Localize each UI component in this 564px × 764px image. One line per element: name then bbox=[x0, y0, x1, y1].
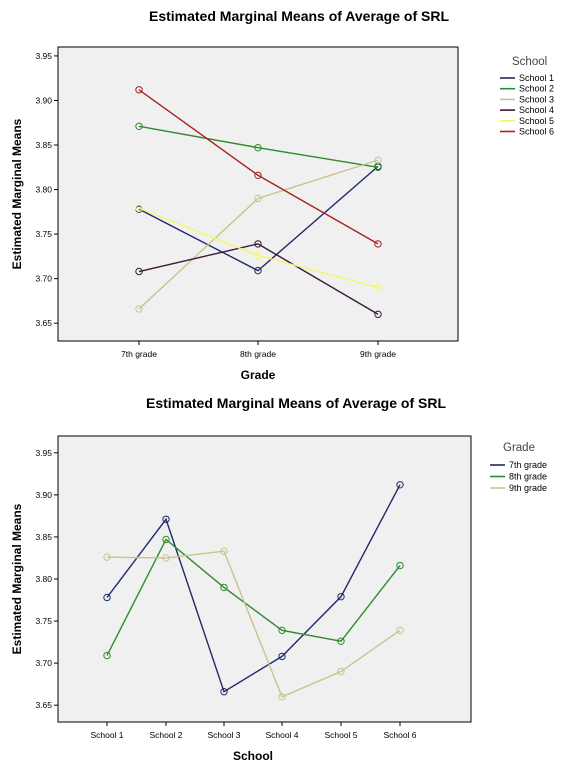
data-point bbox=[162, 554, 170, 562]
data-point bbox=[396, 481, 404, 489]
series-layer bbox=[103, 481, 404, 701]
legend-title: School bbox=[512, 56, 547, 68]
plot-area bbox=[57, 46, 459, 342]
data-point bbox=[396, 626, 404, 635]
y-tick-label: 3.95 bbox=[35, 448, 52, 458]
y-tick-label: 3.85 bbox=[35, 140, 52, 150]
legend-label: School 4 bbox=[519, 105, 554, 115]
y-tick-label: 3.75 bbox=[35, 229, 52, 239]
legend-label: School 5 bbox=[519, 116, 554, 126]
data-point bbox=[162, 515, 170, 523]
x-tick-label: School 6 bbox=[383, 730, 416, 740]
data-point bbox=[254, 251, 262, 260]
y-tick-label: 3.70 bbox=[35, 274, 52, 284]
chart-school: Estimated Marginal Means of Average of S… bbox=[0, 385, 564, 764]
data-point bbox=[103, 651, 111, 660]
series-line bbox=[138, 89, 379, 245]
series-line bbox=[106, 550, 401, 698]
x-tick-label: 9th grade bbox=[360, 349, 396, 359]
y-axis-title: Estimated Marginal Means bbox=[10, 118, 24, 269]
data-point bbox=[103, 553, 111, 561]
data-point bbox=[135, 86, 143, 94]
data-point bbox=[337, 592, 345, 601]
x-axis-title: Grade bbox=[241, 368, 276, 382]
chart-title: Estimated Marginal Means of Average of S… bbox=[146, 395, 446, 411]
legend-label: School 6 bbox=[519, 127, 554, 137]
series-line bbox=[138, 125, 379, 168]
data-point bbox=[374, 283, 382, 292]
x-axis-title: School bbox=[233, 749, 273, 763]
data-point bbox=[220, 547, 228, 555]
data-point bbox=[396, 561, 404, 570]
legend-label: 9th grade bbox=[509, 483, 547, 493]
chart-school-svg: Estimated Marginal Means of Average of S… bbox=[10, 395, 547, 763]
data-point bbox=[337, 637, 345, 645]
data-point bbox=[374, 156, 382, 164]
x-tick-label: School 2 bbox=[149, 730, 182, 740]
legend-label: School 2 bbox=[519, 84, 554, 94]
x-axis: 7th grade 8th grade 9th grade bbox=[121, 341, 396, 359]
series-line bbox=[138, 243, 379, 315]
y-axis: 3.65 3.70 3.75 3.80 3.85 3.90 3.95 bbox=[35, 448, 58, 710]
data-point bbox=[220, 688, 228, 696]
data-point bbox=[374, 240, 382, 248]
series-line bbox=[138, 165, 379, 272]
data-point bbox=[135, 122, 143, 130]
y-tick-label: 3.90 bbox=[35, 95, 52, 105]
x-axis: School 1 School 2 School 3 School 4 School 5… bbox=[90, 722, 417, 740]
x-tick-label: School 3 bbox=[207, 730, 240, 740]
data-point bbox=[135, 305, 143, 313]
chart-grade-svg: Estimated Marginal Means of Average of S… bbox=[10, 8, 554, 382]
x-tick-label: 8th grade bbox=[240, 349, 276, 359]
x-tick-label: School 4 bbox=[265, 730, 298, 740]
plot-area bbox=[57, 435, 472, 723]
y-axis: 3.65 3.70 3.75 3.80 3.85 3.90 3.95 bbox=[35, 51, 58, 328]
data-point bbox=[254, 143, 262, 152]
data-point bbox=[103, 593, 111, 602]
x-tick-label: 7th grade bbox=[121, 349, 157, 359]
data-point bbox=[220, 583, 228, 592]
y-tick-label: 3.85 bbox=[35, 532, 52, 542]
y-tick-label: 3.95 bbox=[35, 51, 52, 61]
x-tick-label: School 1 bbox=[90, 730, 123, 740]
y-tick-label: 3.90 bbox=[35, 490, 52, 500]
data-point bbox=[374, 163, 382, 171]
data-point bbox=[278, 652, 286, 661]
legend-title: Grade bbox=[503, 442, 535, 454]
data-point bbox=[162, 535, 170, 544]
series-line bbox=[106, 538, 401, 656]
data-point bbox=[337, 667, 345, 676]
data-point bbox=[254, 194, 262, 203]
series-line bbox=[106, 484, 401, 693]
data-point bbox=[254, 266, 262, 275]
chart-grade: Estimated Marginal Means of Average of S… bbox=[10, 8, 554, 382]
y-tick-label: 3.75 bbox=[35, 616, 52, 626]
legend-label: 8th grade bbox=[509, 472, 547, 482]
legend-label: School 1 bbox=[519, 73, 554, 83]
y-tick-label: 3.80 bbox=[35, 574, 52, 584]
y-tick-label: 3.65 bbox=[35, 318, 52, 328]
chart-title: Estimated Marginal Means of Average of S… bbox=[149, 8, 449, 24]
data-point bbox=[254, 240, 262, 248]
y-tick-label: 3.70 bbox=[35, 658, 52, 668]
y-axis-title: Estimated Marginal Means bbox=[10, 503, 24, 654]
legend-label: School 3 bbox=[519, 94, 554, 104]
data-point bbox=[374, 310, 382, 318]
series-line bbox=[138, 159, 379, 310]
x-tick-label: School 5 bbox=[324, 730, 357, 740]
data-point bbox=[254, 171, 262, 179]
data-point bbox=[135, 267, 143, 276]
series-line bbox=[138, 207, 379, 289]
legend-label: 7th grade bbox=[509, 460, 547, 470]
data-point bbox=[278, 693, 286, 701]
series-layer bbox=[135, 86, 382, 318]
data-point bbox=[135, 204, 143, 212]
y-tick-label: 3.65 bbox=[35, 700, 52, 710]
data-point bbox=[278, 626, 286, 635]
y-tick-label: 3.80 bbox=[35, 185, 52, 195]
